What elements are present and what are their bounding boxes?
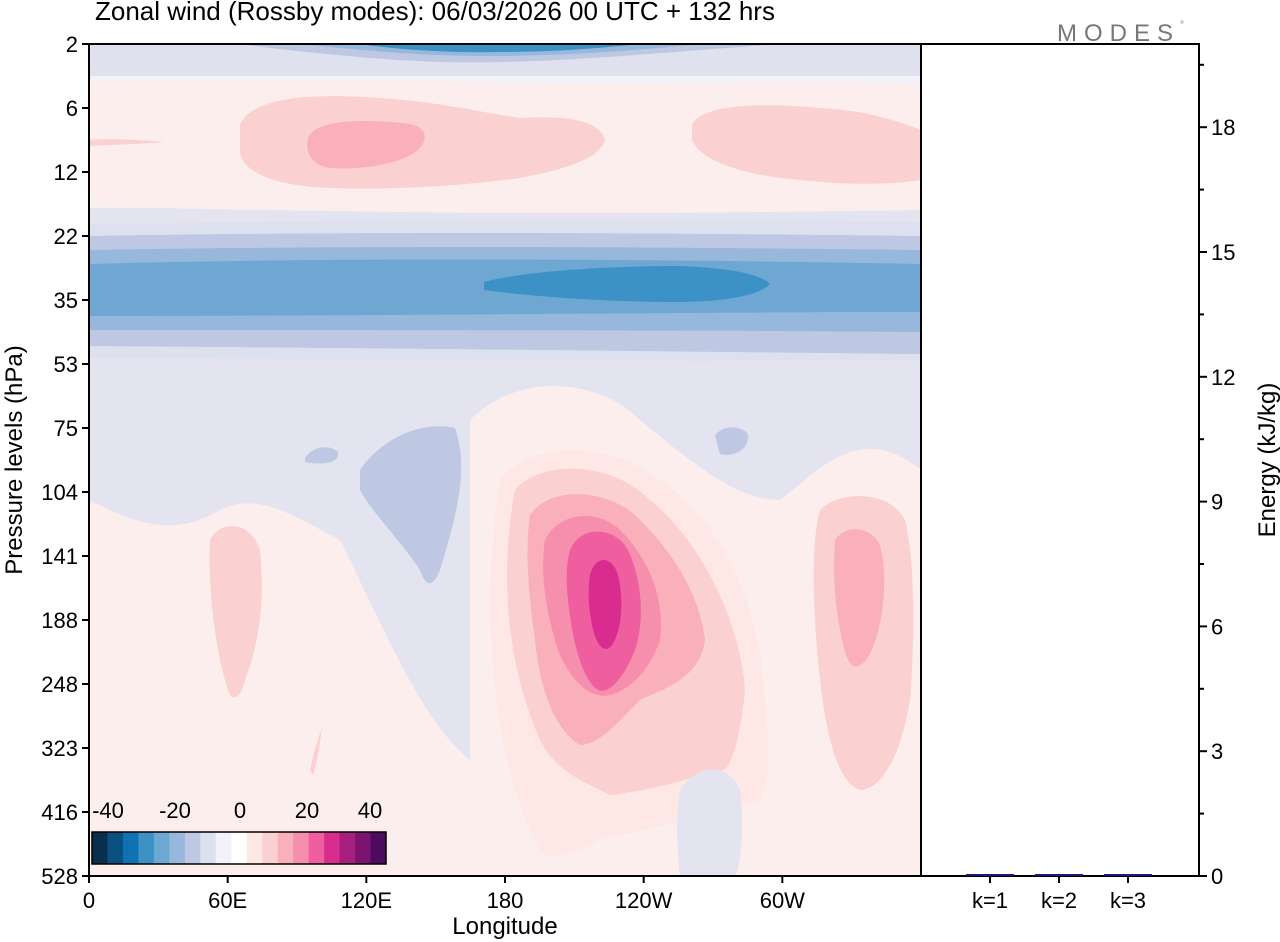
energy-bar: [966, 874, 1014, 876]
colorbar-swatch: [200, 832, 217, 864]
energy-bar: [1104, 874, 1152, 876]
energy-tick-label: 6: [1211, 614, 1223, 639]
energy-category-label: k=2: [1041, 888, 1077, 913]
pressure-tick-label: 528: [41, 864, 78, 889]
contour-region: [834, 529, 885, 667]
longitude-tick-label: 120W: [615, 888, 673, 913]
pressure-tick-label: 12: [54, 160, 78, 185]
energy-bars: [966, 874, 1152, 876]
modes-logo: MODES°: [1057, 20, 1184, 48]
colorbar-swatches: [92, 832, 387, 864]
energy-tick-label: 9: [1211, 490, 1223, 515]
colorbar-swatch: [169, 832, 186, 864]
energy-panel-frame: [920, 43, 1200, 877]
colorbar-swatch: [262, 832, 279, 864]
chart-title: Zonal wind (Rossby modes): 06/03/2026 00…: [95, 0, 775, 26]
colorbar-tick-label: 0: [234, 798, 246, 823]
pressure-tick-label: 188: [41, 608, 78, 633]
contour-region: [692, 105, 921, 184]
energy-axis: 0 3 6 9 12 15 18: [1199, 63, 1235, 889]
colorbar-swatch: [324, 832, 341, 864]
logo-text: MODES: [1057, 20, 1181, 47]
longitude-tick-label: 120E: [341, 888, 392, 913]
logo-mark: °: [1180, 20, 1185, 31]
longitude-axis-title: Longitude: [452, 913, 557, 940]
contour-region: [89, 139, 165, 146]
contour-region: [484, 266, 770, 302]
colorbar-swatch: [215, 832, 232, 864]
colorbar-swatch: [92, 832, 108, 864]
longitude-axis: 0 60E 120E 180 120W 60W: [83, 876, 805, 913]
colorbar-tick-label: -20: [159, 798, 191, 823]
colorbar-swatch: [184, 832, 201, 864]
longitude-tick-label: 60E: [208, 888, 247, 913]
energy-tick-label: 3: [1211, 739, 1223, 764]
colorbar-swatch: [355, 832, 372, 864]
contour-region: [89, 500, 475, 876]
pressure-tick-label: 104: [41, 480, 78, 505]
pressure-tick-label: 35: [54, 288, 78, 313]
longitude-tick-label: 0: [83, 888, 95, 913]
contour-region: [677, 769, 743, 876]
pressure-tick-label: 323: [41, 736, 78, 761]
longitude-tick-label: 60W: [760, 888, 805, 913]
contour-region: [360, 426, 462, 584]
contour-region: [209, 526, 262, 698]
colorbar-swatch: [370, 832, 387, 864]
energy-categories: k=1 k=2 k=3: [972, 876, 1146, 913]
pressure-tick-label: 2: [66, 32, 78, 57]
colorbar-tick-label: -40: [92, 798, 124, 823]
contour-region: [305, 447, 339, 464]
pressure-tick-label: 22: [54, 224, 78, 249]
contour-region: [307, 120, 425, 169]
pressure-tick-label: 6: [66, 96, 78, 121]
contour-region: [360, 44, 640, 53]
energy-panel: 0 3 6 9 12 15 18 k=1 k=2 k=3 Energy (kJ/kg): [920, 43, 1280, 913]
pressure-axis-title: Pressure levels (hPa): [1, 345, 28, 574]
colorbar-frame: [91, 831, 387, 865]
pressure-tick-label: 416: [41, 800, 78, 825]
colorbar: -40 -20 0 20 40: [91, 798, 387, 865]
colorbar-swatch: [122, 832, 139, 864]
colorbar-tick-label: 40: [358, 798, 382, 823]
pressure-tick-label: 75: [54, 416, 78, 441]
colorbar-tick-label: 20: [295, 798, 319, 823]
longitude-tick-label: 180: [487, 888, 524, 913]
colorbar-swatch: [231, 832, 248, 864]
contour-region: [715, 427, 749, 455]
energy-category-label: k=1: [972, 888, 1008, 913]
pressure-tick-label: 248: [41, 672, 78, 697]
colorbar-swatch: [153, 832, 170, 864]
energy-tick-label: 15: [1211, 240, 1235, 265]
colorbar-swatch: [277, 832, 294, 864]
colorbar-labels: -40 -20 0 20 40: [92, 798, 382, 823]
colorbar-swatch: [246, 832, 263, 864]
energy-axis-title: Energy (kJ/kg): [1254, 383, 1280, 538]
pressure-tick-label: 141: [41, 544, 78, 569]
energy-tick-label: 18: [1211, 115, 1235, 140]
wind-contour-field: [89, 44, 921, 876]
contour-region: [588, 560, 622, 649]
colorbar-swatch: [107, 832, 124, 864]
colorbar-swatch: [339, 832, 356, 864]
energy-tick-label: 0: [1211, 864, 1223, 889]
pressure-axis: 2 6 12 22 35 53 75 104 141 188 248 323 416 528: [41, 32, 89, 889]
energy-tick-label: 12: [1211, 365, 1235, 390]
pressure-tick-label: 53: [54, 352, 78, 377]
energy-category-label: k=3: [1110, 888, 1146, 913]
contour-region: [310, 724, 322, 775]
colorbar-swatch: [308, 832, 325, 864]
colorbar-swatch: [293, 832, 310, 864]
energy-bar: [1035, 874, 1083, 876]
colorbar-swatch: [138, 832, 155, 864]
